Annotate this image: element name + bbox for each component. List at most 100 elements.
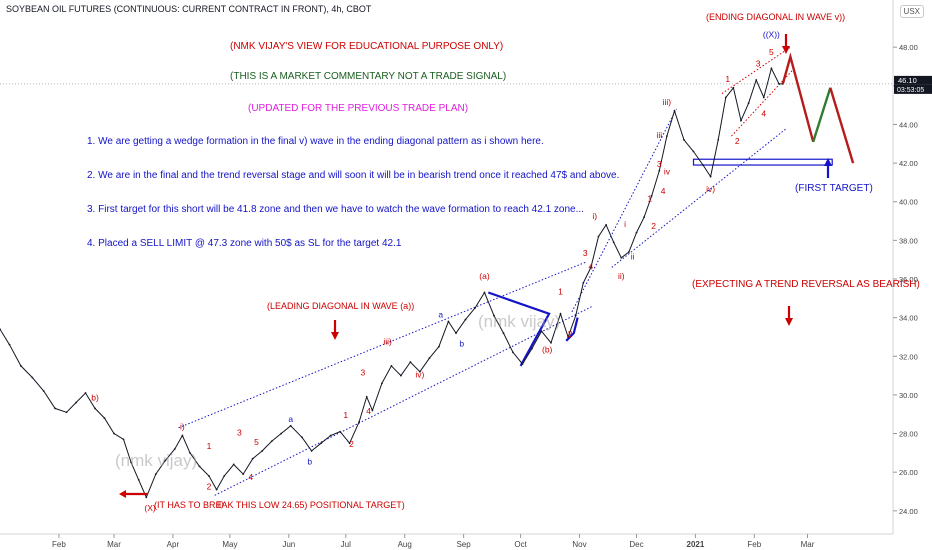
price-point: [261, 450, 264, 452]
price-point: [567, 336, 569, 338]
wave-label: 1: [725, 74, 730, 84]
price-point: [242, 473, 245, 476]
projection-drop: [781, 52, 815, 143]
wave-label: 2: [568, 329, 573, 339]
wave-label: (a): [479, 271, 490, 281]
price-point: [428, 357, 431, 360]
x-tick-label: Feb: [747, 540, 761, 549]
price-point: [409, 361, 412, 363]
price-point: [590, 266, 592, 269]
price-point: [612, 241, 615, 244]
price-point: [390, 365, 393, 367]
price-point: [666, 135, 668, 137]
price-point: [400, 374, 402, 377]
y-tick-label: 32.00: [899, 352, 918, 361]
x-tick-label: Jun: [282, 540, 295, 549]
price-point: [20, 365, 22, 367]
price-line: [0, 66, 783, 499]
price-point: [447, 320, 450, 323]
wave-label: 3: [237, 427, 242, 437]
price-point: [113, 432, 115, 435]
y-tick-label: 28.00: [899, 430, 918, 439]
wave-label: 2: [735, 136, 740, 146]
wave-label: (b): [542, 344, 553, 354]
first-target-arrow-head: [824, 158, 832, 166]
x-tick-label: Jul: [341, 540, 351, 549]
target-zone-box: [692, 158, 833, 166]
price-point: [464, 318, 467, 321]
point-1: 1. We are getting a wedge formation in t…: [87, 136, 544, 147]
price-point: [65, 411, 68, 414]
point-2: 2. We are in the final and the trend rev…: [87, 170, 620, 181]
wave-label: 2: [207, 482, 212, 492]
wave-label: 1: [343, 410, 348, 420]
price-label-box: [894, 75, 932, 85]
price-point: [154, 473, 157, 476]
price-point: [531, 347, 533, 350]
updated-annotation: (UPDATED FOR THE PREVIOUS TRADE PLAN): [248, 103, 469, 114]
price-point: [620, 256, 623, 259]
wave-label: i): [180, 422, 185, 432]
countdown-label-value: 03:53:05: [897, 87, 924, 94]
price-label-value: 46.10: [898, 76, 917, 85]
price-point: [122, 438, 125, 441]
price-point: [717, 139, 720, 141]
wave-label: 5: [254, 437, 259, 447]
price-point: [223, 475, 226, 477]
x-tick-label: May: [222, 540, 237, 549]
wave-label: iv): [706, 184, 715, 194]
wave-label: b: [459, 339, 464, 349]
price-point: [762, 96, 765, 99]
y-tick-label: 34.00: [899, 314, 918, 323]
x-tick-label: 2021: [687, 540, 705, 549]
price-point: [310, 450, 313, 452]
price-point: [702, 164, 704, 166]
wedge-small: [565, 317, 579, 342]
x-tick-label: Nov: [572, 540, 586, 549]
ending-diagonal-annotation: (ENDING DIAGONAL IN WAVE v)): [706, 12, 846, 22]
price-point: [189, 451, 191, 454]
currency-button[interactable]: USX: [899, 5, 924, 18]
projection-bounce: [812, 87, 832, 143]
y-tick-label: 42.00: [899, 159, 918, 168]
price-point: [724, 96, 727, 99]
price-point: [31, 376, 34, 379]
bearish-arrow-head: [785, 318, 793, 326]
price-point: [215, 488, 218, 491]
wave-label: b): [91, 393, 99, 403]
x-tick-label: Feb: [52, 540, 66, 549]
price-point: [270, 440, 273, 443]
wave-label: (X): [144, 503, 156, 513]
countdown-label-box: [894, 84, 932, 94]
price-point: [597, 235, 600, 238]
wave-label: 3: [361, 368, 366, 378]
price-point: [84, 392, 87, 394]
price-point: [419, 370, 421, 373]
disclaimer-annotation: (THIS IS A MARKET COMMENTARY NOT A TRADE…: [230, 71, 507, 82]
x-tick-label: Mar: [801, 540, 815, 549]
leading-diagonal-lower-channel: [214, 305, 594, 496]
x-tick-label: Oct: [514, 540, 527, 549]
wave-label: iv): [415, 370, 424, 380]
wave-label: iv: [664, 167, 671, 177]
wave-label: 1: [647, 194, 652, 204]
y-tick-label: 40.00: [899, 198, 918, 207]
price-point: [280, 432, 283, 435]
price-point: [329, 434, 332, 437]
price-point: [755, 79, 758, 81]
leading-diagonal-annotation: (LEADING DIAGONAL IN WAVE (a)): [267, 301, 415, 311]
wave-label: a: [288, 414, 293, 424]
price-point: [521, 363, 524, 365]
watermark-2: (nmk vijay): [478, 312, 561, 331]
price-point: [320, 442, 322, 445]
price-point: [747, 102, 750, 105]
price-point: [145, 496, 148, 499]
price-point: [635, 231, 638, 234]
y-tick-label: 44.00: [899, 120, 918, 129]
y-tick-label: 30.00: [899, 391, 918, 400]
price-point: [348, 442, 351, 445]
price-point: [778, 82, 780, 85]
x-tick-label: Aug: [398, 540, 412, 549]
price-point: [605, 224, 607, 226]
